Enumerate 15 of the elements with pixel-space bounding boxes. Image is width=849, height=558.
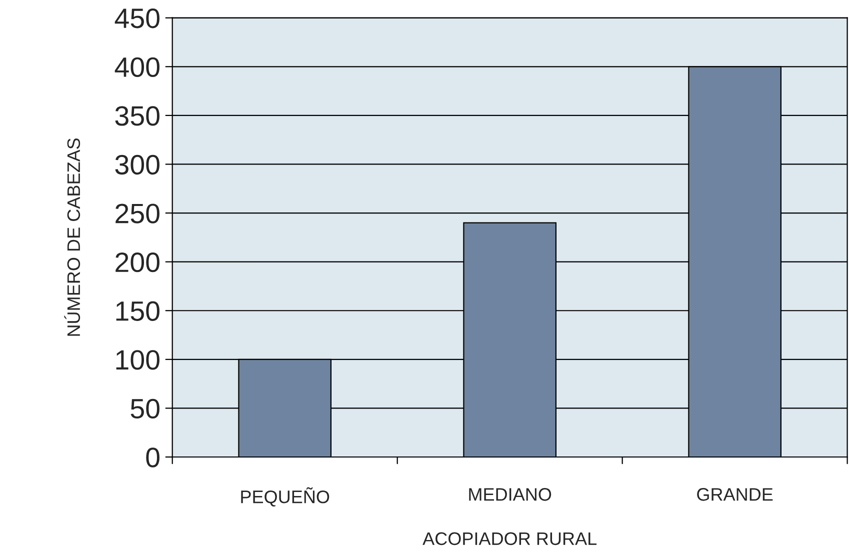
y-tick-label: 350 [115, 106, 160, 126]
y-tick-label: 150 [116, 301, 160, 321]
y-axis-title: NÚMERO DE CABEZAS [64, 138, 80, 336]
x-tick-label: PEQUEÑO [241, 487, 330, 506]
y-tick-label: 450 [114, 8, 160, 28]
y-tick-label: 100 [116, 350, 160, 370]
y-tick-label: 50 [130, 398, 160, 419]
y-tick-label: 300 [115, 154, 160, 175]
x-tick-label: MEDIANO [469, 488, 552, 501]
x-tick-label: GRANDE [697, 488, 773, 501]
y-tick-label: 250 [116, 204, 160, 224]
y-tick-label: 0 [146, 448, 160, 468]
y-tick-label: 200 [116, 252, 160, 272]
y-tick-label: 400 [114, 57, 160, 77]
x-axis-title: ACOPIADOR RURAL [422, 532, 597, 546]
